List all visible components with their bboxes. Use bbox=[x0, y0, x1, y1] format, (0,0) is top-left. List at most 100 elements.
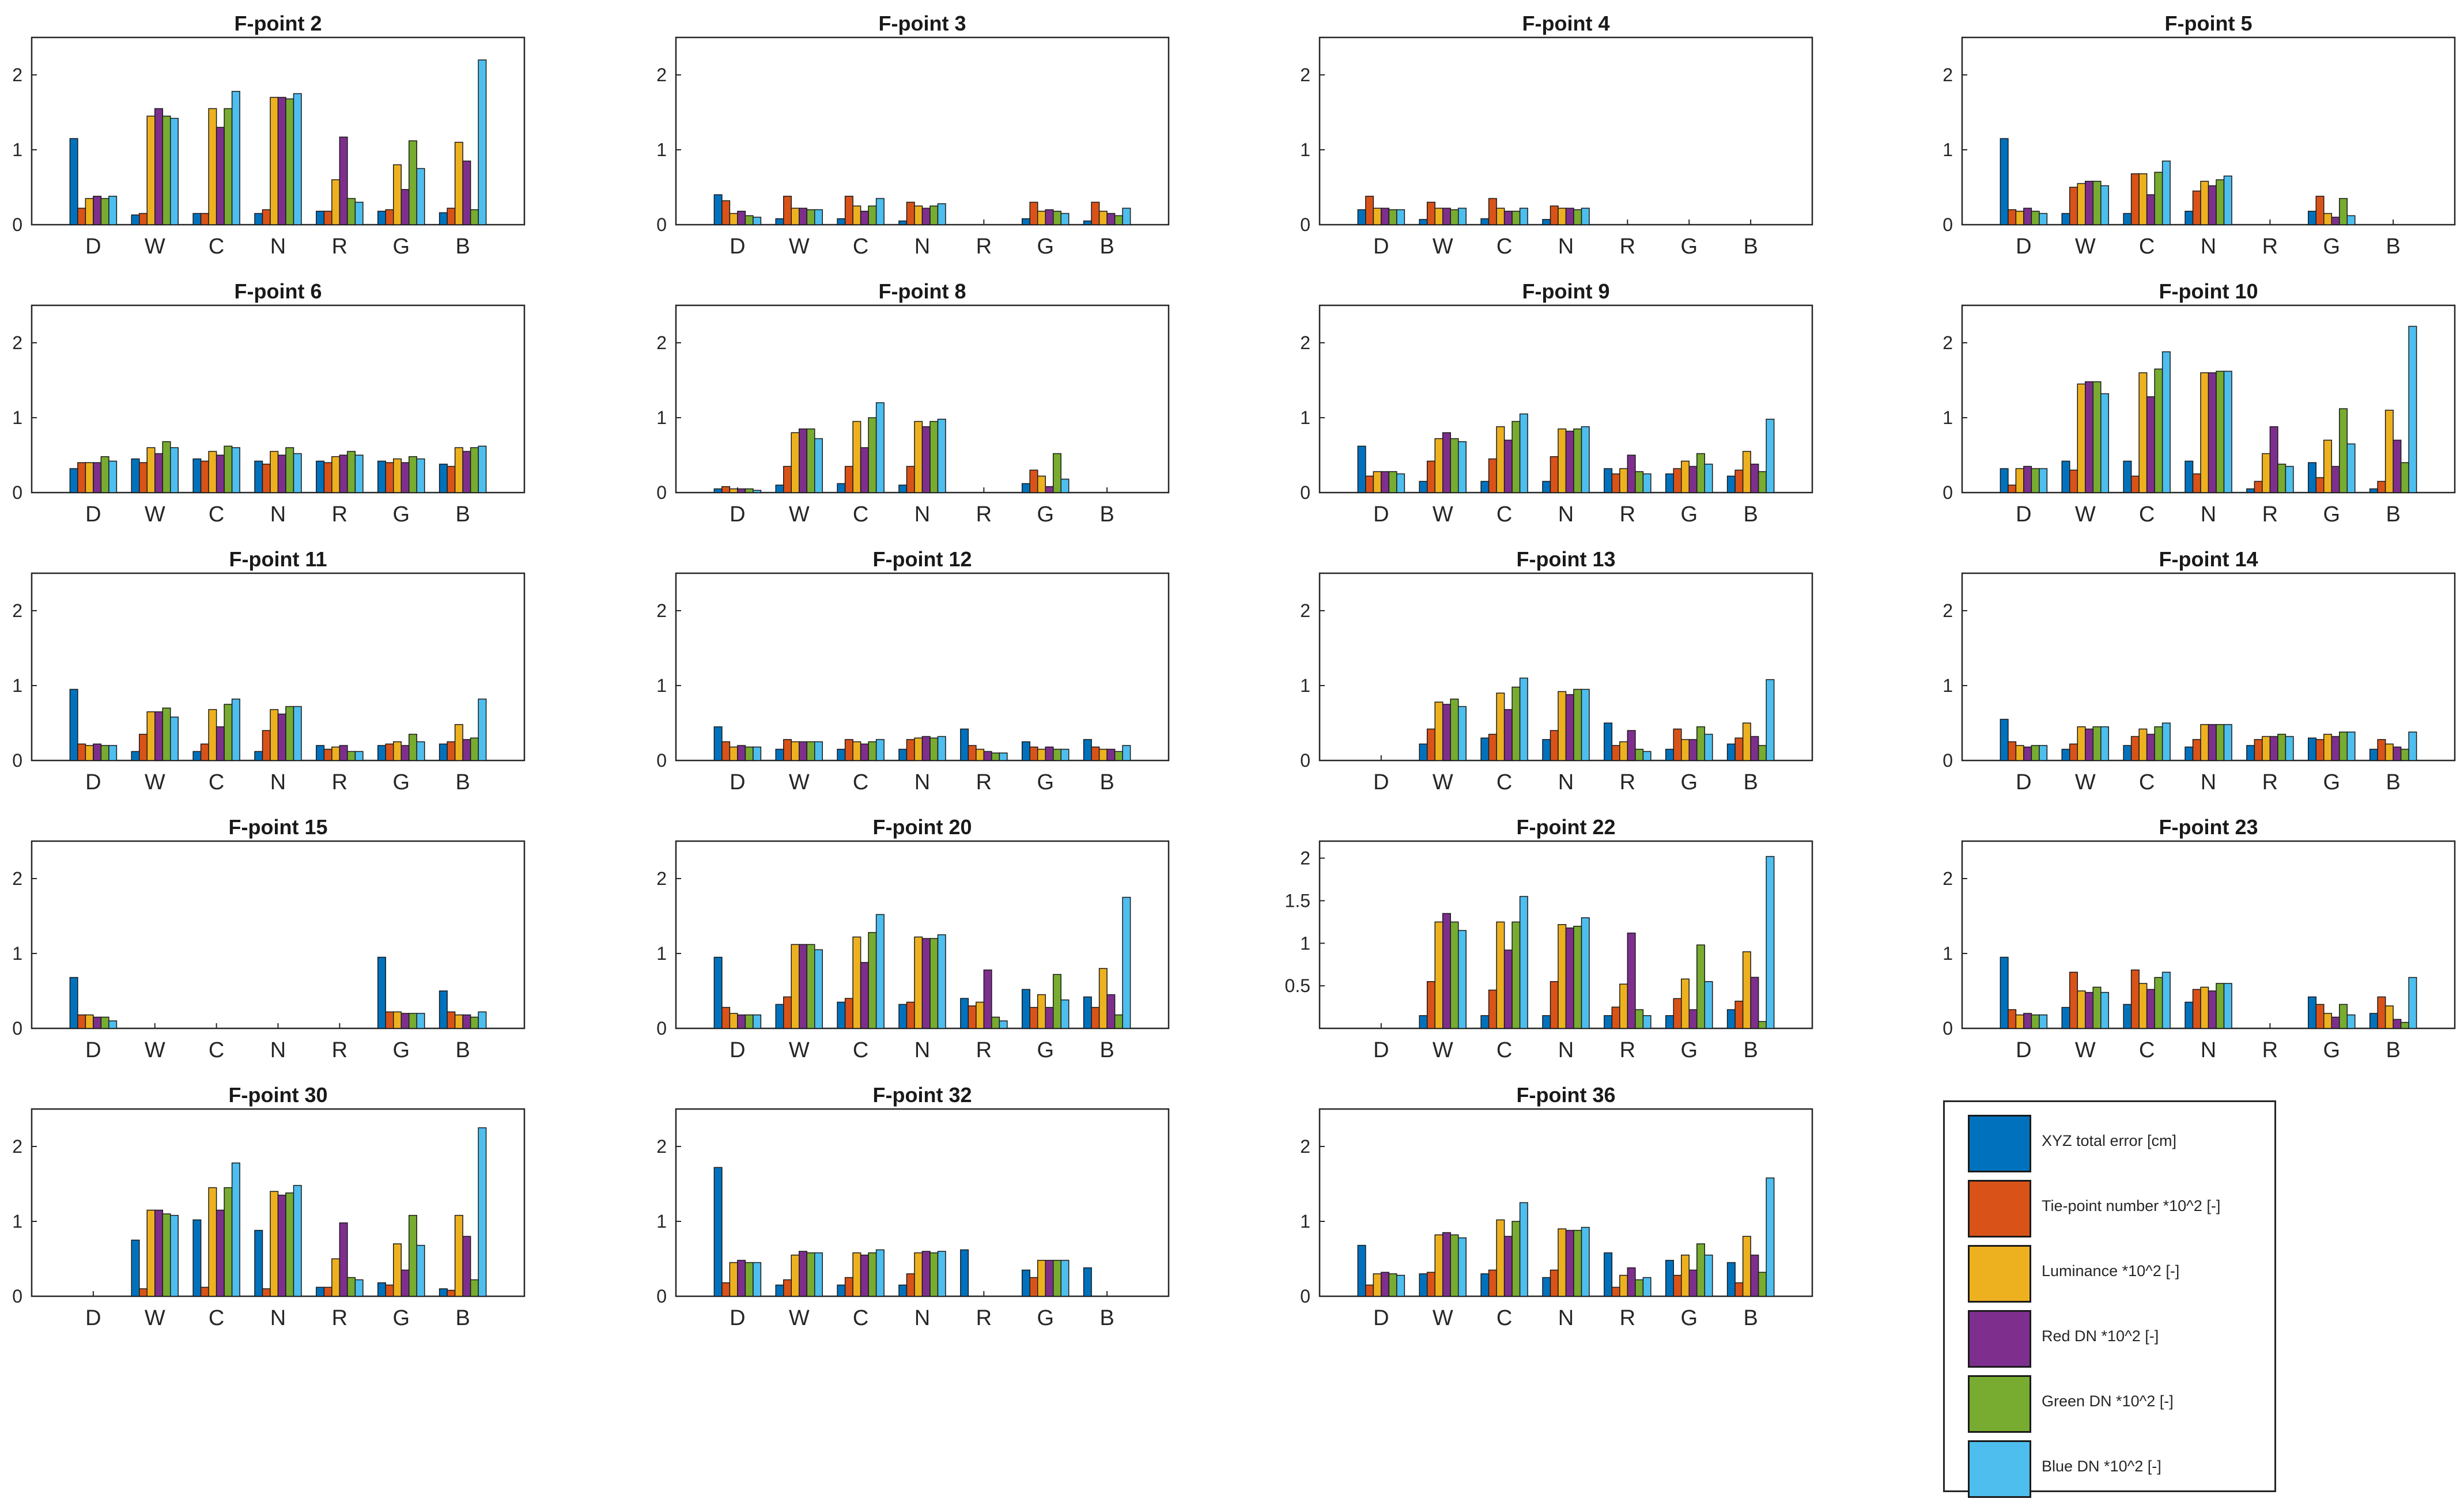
bar-c-luminance-10-2 bbox=[208, 1187, 217, 1297]
bar-r-xyz-total-error-cm bbox=[316, 460, 325, 493]
bar-r-green-dn-10-2 bbox=[1635, 748, 1644, 761]
bar-n-luminance-10-2 bbox=[914, 936, 923, 1029]
x-tick-label: N bbox=[270, 770, 286, 794]
bar-c-luminance-10-2 bbox=[2138, 728, 2148, 761]
x-tick-label: R bbox=[2262, 770, 2278, 794]
bar-d-tie-point-number-10-2 bbox=[721, 486, 731, 493]
x-tick-label: N bbox=[270, 1306, 286, 1330]
bar-r-blue-dn-10-2 bbox=[2285, 736, 2294, 761]
bar-g-blue-dn-10-2 bbox=[1060, 748, 1070, 761]
y-tick-label: 2 bbox=[656, 600, 667, 621]
bar-c-red-dn-10-2 bbox=[860, 962, 869, 1029]
bar-w-green-dn-10-2 bbox=[2092, 986, 2102, 1029]
y-tick-label: 2 bbox=[12, 868, 22, 889]
x-tick-label: D bbox=[2016, 770, 2031, 794]
bar-r-red-dn-10-2 bbox=[339, 745, 348, 761]
x-tick-label: B bbox=[455, 1306, 470, 1330]
bar-d-red-dn-10-2 bbox=[93, 743, 102, 761]
bar-g-luminance-10-2 bbox=[1037, 994, 1046, 1029]
bar-d-blue-dn-10-2 bbox=[108, 195, 118, 225]
bar-g-luminance-10-2 bbox=[1681, 978, 1690, 1029]
y-tick-label: 1 bbox=[12, 1211, 22, 1232]
bar-n-blue-dn-10-2 bbox=[1581, 426, 1590, 493]
bar-d-blue-dn-10-2 bbox=[753, 746, 762, 761]
x-tick-label: B bbox=[1743, 502, 1758, 527]
bar-b-xyz-total-error-cm bbox=[1726, 1262, 1736, 1297]
bar-w-blue-dn-10-2 bbox=[170, 1214, 179, 1297]
chart-title: F-point 15 bbox=[229, 815, 328, 839]
y-tick-label: 2 bbox=[656, 1136, 667, 1157]
bar-g-tie-point-number-10-2 bbox=[1029, 1006, 1038, 1029]
y-tick-label: 0 bbox=[1943, 482, 1953, 503]
bar-w-green-dn-10-2 bbox=[162, 115, 171, 225]
bar-c-xyz-total-error-cm bbox=[2123, 745, 2132, 761]
x-tick-label: G bbox=[1680, 234, 1698, 259]
bar-g-blue-dn-10-2 bbox=[2346, 1014, 2356, 1029]
bar-w-tie-point-number-10-2 bbox=[783, 195, 792, 225]
bar-d-tie-point-number-10-2 bbox=[77, 462, 86, 493]
bar-r-tie-point-number-10-2 bbox=[323, 462, 332, 493]
bar-n-luminance-10-2 bbox=[1558, 207, 1567, 225]
bar-c-luminance-10-2 bbox=[1496, 921, 1505, 1029]
bar-r-blue-dn-10-2 bbox=[354, 455, 364, 493]
bar-d-green-dn-10-2 bbox=[100, 1016, 109, 1029]
y-tick-label: 0 bbox=[1300, 750, 1310, 771]
bar-g-blue-dn-10-2 bbox=[1060, 1259, 1070, 1297]
chart-title: F-point 2 bbox=[235, 12, 322, 35]
bar-w-luminance-10-2 bbox=[146, 1209, 156, 1297]
legend-swatch-tie-point bbox=[1968, 1180, 2031, 1237]
bar-w-green-dn-10-2 bbox=[1450, 1234, 1459, 1297]
y-tick-label: 0 bbox=[1300, 214, 1310, 235]
bar-w-red-dn-10-2 bbox=[154, 453, 163, 493]
legend-item-red-dn: Red DN *10^2 [-] bbox=[1968, 1310, 2268, 1373]
y-tick-label: 2 bbox=[1300, 332, 1310, 353]
bar-w-luminance-10-2 bbox=[791, 432, 800, 493]
bar-n-tie-point-number-10-2 bbox=[1550, 730, 1559, 761]
bar-b-luminance-10-2 bbox=[1742, 722, 1751, 761]
bar-w-xyz-total-error-cm bbox=[775, 485, 784, 493]
y-tick-label: 2 bbox=[1943, 65, 1953, 85]
bar-c-blue-dn-10-2 bbox=[875, 402, 885, 493]
bar-g-green-dn-10-2 bbox=[409, 1214, 417, 1297]
bar-d-luminance-10-2 bbox=[729, 746, 738, 761]
bar-c-luminance-10-2 bbox=[852, 205, 861, 225]
bar-n-tie-point-number-10-2 bbox=[1550, 456, 1559, 493]
bar-n-green-dn-10-2 bbox=[1573, 428, 1582, 493]
x-tick-label: D bbox=[85, 234, 101, 259]
bar-d-xyz-total-error-cm bbox=[713, 1167, 723, 1297]
bar-c-xyz-total-error-cm bbox=[1480, 218, 1490, 225]
legend-item-xyz-error: XYZ total error [cm] bbox=[1968, 1115, 2268, 1178]
x-tick-label: G bbox=[1680, 770, 1698, 794]
bar-w-luminance-10-2 bbox=[2077, 383, 2086, 493]
y-tick-label: 0 bbox=[656, 214, 667, 235]
bar-d-blue-dn-10-2 bbox=[1396, 209, 1405, 225]
bar-n-red-dn-10-2 bbox=[277, 97, 286, 225]
bar-w-red-dn-10-2 bbox=[154, 1209, 163, 1297]
bar-w-green-dn-10-2 bbox=[806, 741, 815, 761]
bar-d-tie-point-number-10-2 bbox=[2008, 741, 2017, 761]
bar-b-tie-point-number-10-2 bbox=[1734, 1282, 1744, 1297]
bar-c-red-dn-10-2 bbox=[216, 455, 225, 493]
legend-swatch-blue-dn bbox=[1968, 1440, 2031, 1498]
y-tick-label: 1 bbox=[1300, 675, 1310, 696]
chart-title: F-point 22 bbox=[1517, 815, 1616, 839]
bar-n-tie-point-number-10-2 bbox=[262, 463, 271, 493]
chart-f-point-6: F-point 6 0 1 2 D W C N R G B bbox=[12, 279, 526, 527]
bar-c-xyz-total-error-cm bbox=[192, 458, 202, 493]
x-tick-label: D bbox=[2016, 1038, 2031, 1062]
y-tick-label: 0 bbox=[656, 1018, 667, 1039]
bar-d-red-dn-10-2 bbox=[737, 745, 746, 761]
bar-n-blue-dn-10-2 bbox=[1581, 1227, 1590, 1297]
bar-c-red-dn-10-2 bbox=[860, 447, 869, 493]
bar-n-tie-point-number-10-2 bbox=[906, 739, 915, 761]
bar-d-luminance-10-2 bbox=[2015, 468, 2024, 493]
y-tick-label: 1 bbox=[12, 407, 22, 428]
bar-g-blue-dn-10-2 bbox=[416, 1244, 425, 1297]
x-tick-label: R bbox=[976, 770, 992, 794]
bar-b-tie-point-number-10-2 bbox=[1091, 202, 1100, 225]
bar-c-green-dn-10-2 bbox=[1511, 1221, 1521, 1297]
bar-b-xyz-total-error-cm bbox=[2369, 1013, 2378, 1029]
bar-c-green-dn-10-2 bbox=[224, 703, 233, 761]
bar-c-red-dn-10-2 bbox=[216, 127, 225, 225]
bar-w-luminance-10-2 bbox=[1434, 1234, 1443, 1297]
